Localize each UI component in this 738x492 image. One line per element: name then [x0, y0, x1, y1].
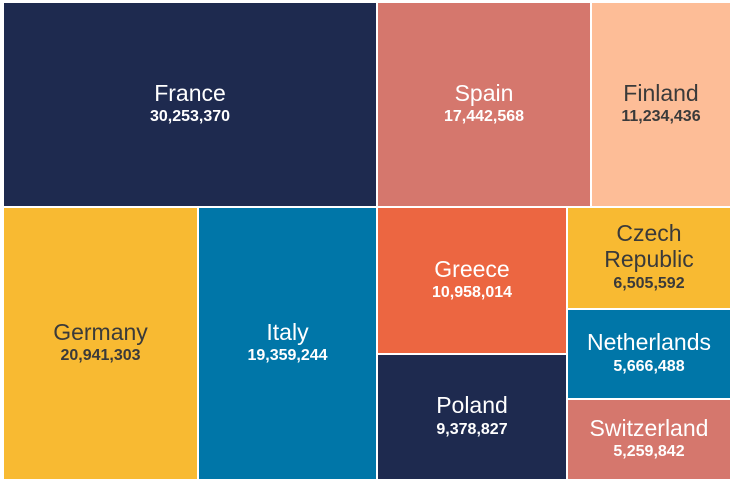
treemap-tile-poland: Poland 9,378,827 [377, 354, 567, 480]
tile-value-label: 30,253,370 [149, 108, 231, 126]
tile-name-label: Greece [434, 255, 510, 282]
tile-name-label: Switzerland [589, 414, 709, 441]
tile-value-label: 17,442,568 [443, 108, 525, 126]
tile-name-label: Netherlands [586, 329, 712, 356]
tile-name-label: Spain [454, 79, 514, 106]
tile-name-label: Poland [436, 392, 508, 419]
tile-value-label: 19,359,244 [247, 347, 328, 365]
treemap-tile-france: France 30,253,370 [3, 2, 377, 207]
tile-name-label: Italy [266, 318, 309, 345]
treemap-tile-switzerland: Switzerland 5,259,842 [567, 399, 731, 480]
tile-value-label: 5,666,488 [613, 357, 685, 375]
treemap-tile-czech-republic: Czech Republic 6,505,592 [567, 207, 731, 309]
tile-value-label: 9,378,827 [436, 420, 508, 438]
tile-value-label: 20,941,303 [60, 347, 141, 365]
tile-name-label: Czech Republic [604, 220, 694, 273]
tile-name-label: Finland [623, 79, 699, 106]
tile-value-label: 10,958,014 [431, 284, 513, 302]
treemap-tile-netherlands: Netherlands 5,666,488 [567, 309, 731, 399]
tile-value-label: 11,234,436 [621, 108, 701, 126]
tile-name-label: France [154, 79, 226, 106]
treemap-tile-greece: Greece 10,958,014 [377, 207, 567, 354]
treemap-tile-spain: Spain 17,442,568 [377, 2, 591, 207]
tile-name-label: Germany [53, 318, 148, 345]
treemap-tile-italy: Italy 19,359,244 [198, 207, 377, 480]
tile-value-label: 5,259,842 [613, 443, 685, 461]
tile-value-label: 6,505,592 [613, 274, 685, 292]
treemap-tile-finland: Finland 11,234,436 [591, 2, 731, 207]
treemap-tile-germany: Germany 20,941,303 [3, 207, 198, 480]
